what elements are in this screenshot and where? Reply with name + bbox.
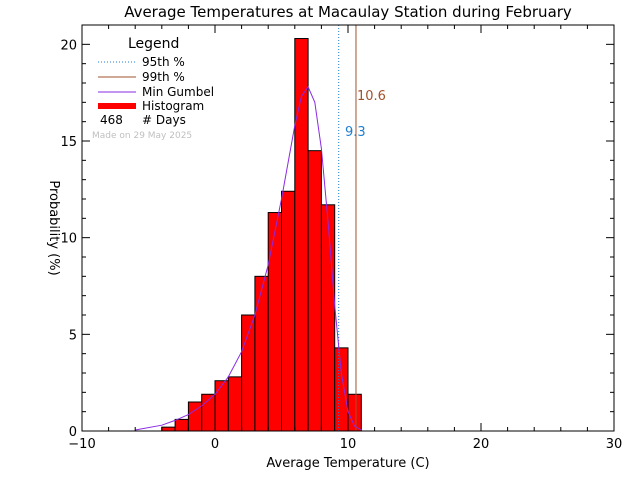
- histogram-bar: [254, 275, 269, 432]
- x-tick-label: 30: [606, 437, 623, 452]
- legend-item-histogram: Histogram: [142, 99, 204, 113]
- histogram-bar: [281, 190, 296, 432]
- p99-label: 10.6: [357, 89, 386, 104]
- y-tick-label: 5: [69, 328, 77, 343]
- x-tick-label: 0: [211, 437, 219, 452]
- y-axis-label: Probability (%): [46, 180, 61, 275]
- histogram-bar: [161, 426, 176, 432]
- histogram-bars: [161, 38, 362, 432]
- y-tick-label: 0: [69, 425, 77, 440]
- x-tick-label: 20: [473, 437, 490, 452]
- histogram-bar: [267, 212, 283, 432]
- legend-days-label: # Days: [142, 113, 186, 127]
- legend-item-99: 99th %: [142, 70, 185, 84]
- y-tick-label: 10: [60, 232, 77, 247]
- legend-item-95: 95th %: [142, 55, 185, 69]
- histogram-bar: [307, 150, 322, 432]
- x-tick-label: 10: [340, 437, 357, 452]
- made-on-note: Made on 29 May 2025: [92, 131, 192, 141]
- legend-title: Legend: [128, 36, 179, 52]
- legend-days-count: 468: [100, 113, 123, 127]
- histogram-bar: [174, 418, 189, 432]
- p95-label: 9.3: [345, 125, 366, 140]
- legend-item-gumbel: Min Gumbel: [142, 85, 214, 99]
- histogram-bar: [227, 376, 243, 432]
- legend: Legend 95th % 99th % Min Gumbel Histogra…: [92, 36, 214, 141]
- y-tick-label: 15: [60, 135, 77, 150]
- x-axis-label: Average Temperature (C): [266, 456, 429, 471]
- histogram-bar: [214, 380, 229, 432]
- histogram-bar: [334, 347, 349, 432]
- histogram-bar: [187, 401, 203, 432]
- chart-title: Average Temperatures at Macaulay Station…: [124, 3, 572, 21]
- histogram-bar: [320, 204, 336, 432]
- percentile-lines: [338, 25, 357, 431]
- x-tick-label: −10: [68, 437, 95, 452]
- gumbel-curve: [135, 85, 362, 431]
- y-tick-label: 20: [60, 38, 77, 53]
